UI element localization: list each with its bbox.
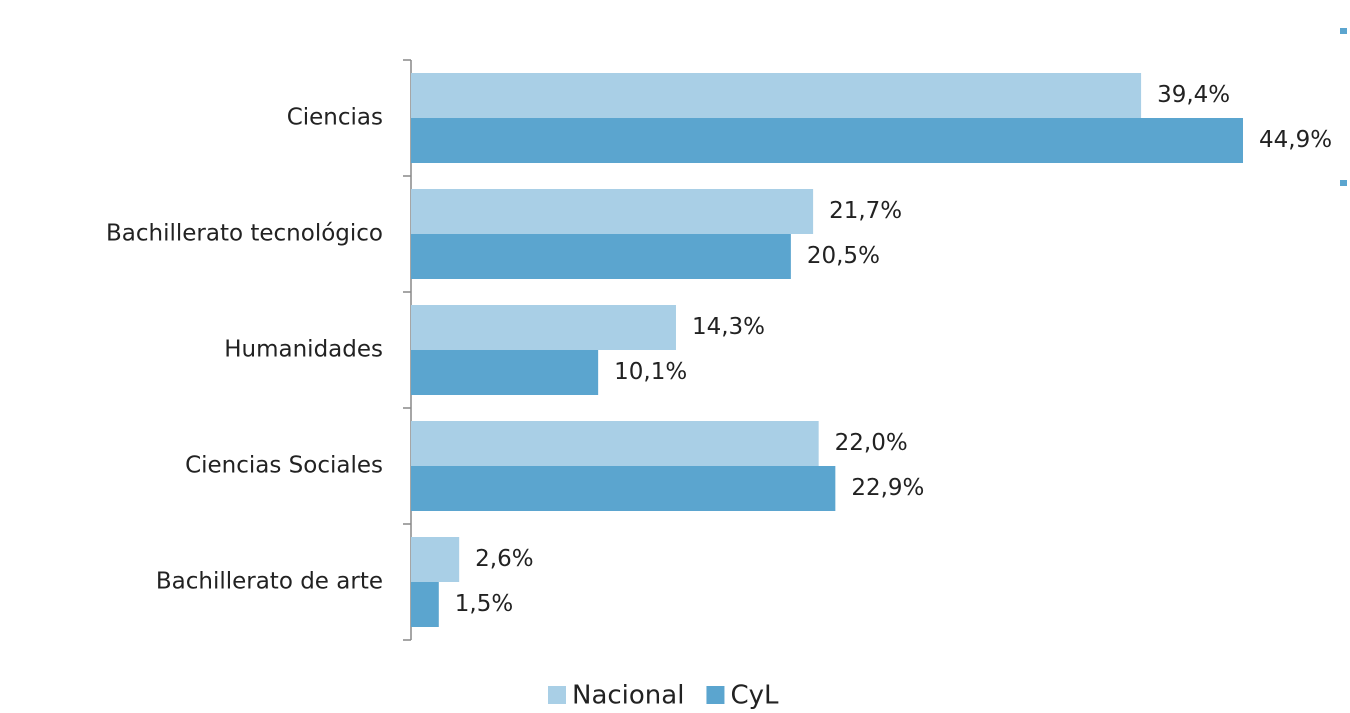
y-tick-label: Ciencias Sociales bbox=[185, 453, 383, 479]
bar bbox=[411, 537, 460, 582]
bar bbox=[411, 466, 836, 511]
legend-swatch bbox=[706, 686, 725, 704]
data-label: 20,5% bbox=[807, 243, 880, 269]
data-label: 21,7% bbox=[829, 198, 902, 224]
bar bbox=[411, 189, 814, 234]
decoration bbox=[1340, 28, 1347, 34]
legend-label: Nacional bbox=[572, 681, 684, 711]
data-label: 10,1% bbox=[614, 359, 687, 385]
bar bbox=[411, 73, 1142, 118]
bar bbox=[411, 582, 439, 627]
legend-swatch bbox=[548, 686, 566, 704]
data-label: 44,9% bbox=[1259, 127, 1332, 153]
bar bbox=[411, 118, 1243, 163]
y-tick-label: Ciencias bbox=[287, 105, 383, 131]
decoration bbox=[1340, 180, 1347, 186]
data-label: 22,0% bbox=[835, 430, 908, 456]
y-tick-label: Humanidades bbox=[224, 337, 383, 363]
data-label: 22,9% bbox=[851, 475, 924, 501]
y-tick-label: Bachillerato de arte bbox=[156, 569, 383, 595]
bar bbox=[411, 350, 599, 395]
bar bbox=[411, 305, 676, 350]
bar bbox=[411, 234, 791, 279]
data-label: 1,5% bbox=[455, 591, 513, 617]
bar bbox=[411, 421, 819, 466]
data-label: 14,3% bbox=[692, 314, 765, 340]
data-label: 2,6% bbox=[475, 546, 533, 572]
legend-label: CyL bbox=[730, 681, 779, 711]
y-tick-label: Bachillerato tecnológico bbox=[106, 221, 383, 247]
data-label: 39,4% bbox=[1157, 82, 1230, 108]
